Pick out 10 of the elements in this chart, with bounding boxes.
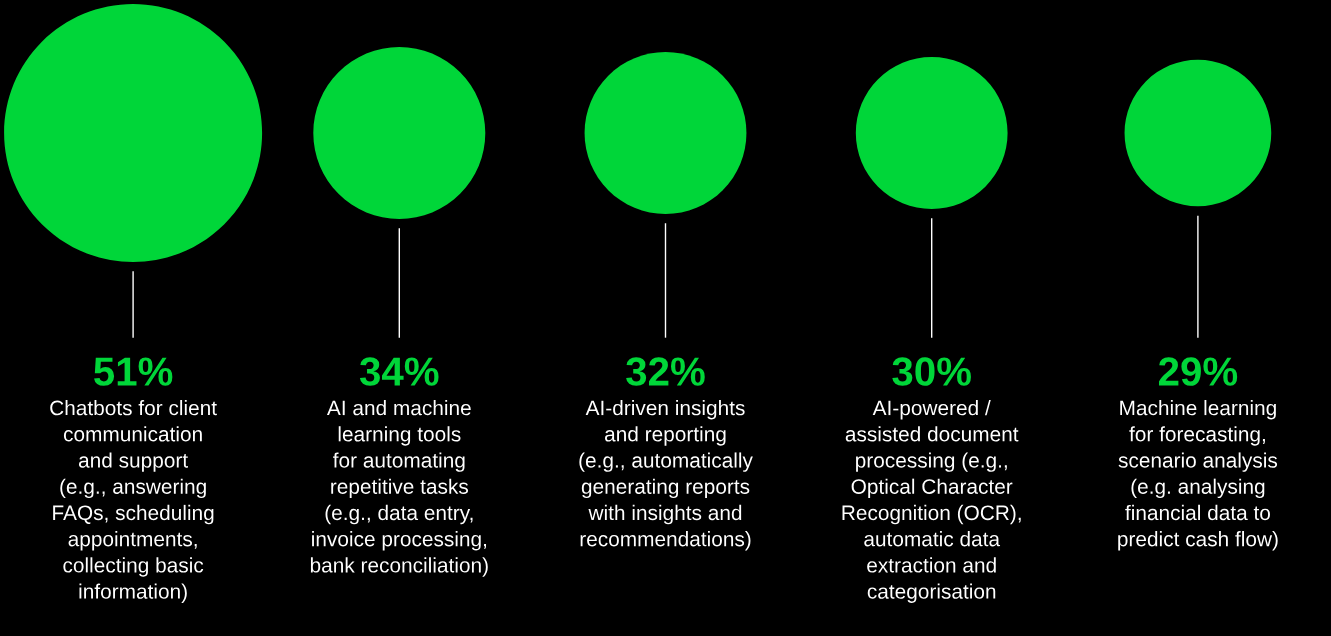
category-label: AI-driven insights and reporting (e.g., automatically generating reports with insights and recommendations)	[579, 400, 753, 551]
data-label: 32%	[626, 357, 705, 386]
category-label: Machine learning for forecasting, scenario analysis (e.g. analysing financial data to predict cash flow)	[1118, 400, 1278, 551]
data-label: 34%	[359, 357, 439, 386]
category-label: Chatbots for client communication and support (e.g., answering FAQs, scheduling appointments, collecting basic information)	[50, 400, 217, 603]
data-label: 29%	[1158, 357, 1238, 386]
data-label: 51%	[94, 357, 173, 386]
category-label: AI and machine learning tools for automating repetitive tasks (e.g., data entry, invoice processing, bank reconciliation)	[310, 400, 488, 577]
data-label: 30%	[892, 357, 971, 386]
category-label: AI-powered / assisted document processing (e.g., Optical Character Recognition (OCR), automatic data extraction and categorisation	[842, 400, 1021, 603]
